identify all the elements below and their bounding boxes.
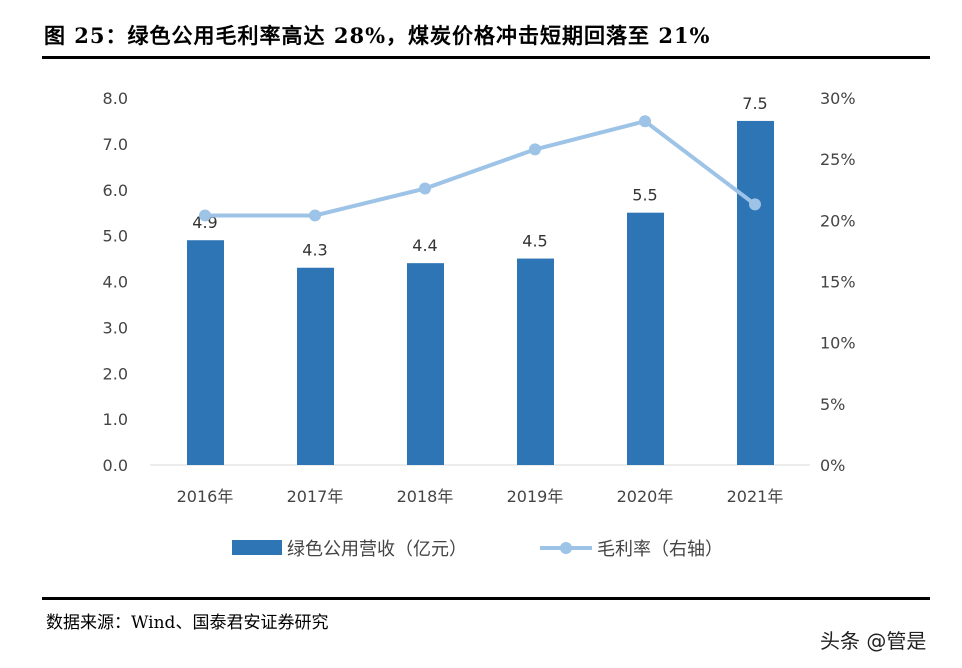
source-rule	[42, 597, 930, 600]
right-tick-label: 20%	[820, 211, 856, 230]
margin-point	[749, 198, 761, 211]
margin-point	[309, 209, 321, 222]
figure-title: 图 25：绿色公用毛利率高达 28%，煤炭价格冲击短期回落至 21%	[44, 23, 711, 48]
bar	[517, 258, 554, 465]
bar-data-label: 4.9	[192, 213, 217, 232]
right-tick-label: 10%	[820, 334, 856, 353]
margin-point	[639, 115, 651, 128]
left-tick-label: 0.0	[103, 456, 128, 475]
legend-line-label: 毛利率（右轴）	[597, 539, 723, 560]
legend-bar-swatch	[232, 540, 282, 555]
left-tick-label: 6.0	[103, 181, 128, 200]
right-tick-label: 5%	[820, 395, 845, 414]
bar-data-label: 7.5	[742, 94, 767, 113]
x-tick-label: 2017年	[287, 487, 344, 506]
chart: 0.0 1.0 2.0 3.0 4.0 5.0 6.0 7.0 8.0 0% 5% 10% 15% 20%…	[103, 89, 856, 560]
right-tick-label: 0%	[820, 456, 845, 475]
left-tick-label: 2.0	[103, 364, 128, 383]
bar-data-label: 4.5	[522, 232, 547, 251]
bar	[407, 263, 444, 465]
margin-line	[205, 119, 757, 218]
bar-data-label: 5.5	[632, 186, 657, 205]
bar-data-label: 4.3	[302, 241, 327, 260]
bar	[297, 267, 334, 465]
left-tick-label: 5.0	[103, 227, 128, 246]
left-tick-label: 4.0	[103, 273, 128, 292]
left-tick-label: 8.0	[103, 89, 128, 108]
watermark: 头条 @管是	[820, 629, 927, 653]
right-tick-label: 30%	[820, 89, 856, 108]
right-tick-label: 25%	[820, 150, 856, 169]
margin-point	[419, 182, 431, 195]
margin-point	[529, 143, 541, 156]
left-tick-label: 1.0	[103, 410, 128, 429]
x-tick-label: 2018年	[397, 487, 454, 506]
title-rule	[42, 56, 930, 59]
x-tick-label: 2021年	[727, 487, 784, 506]
left-tick-label: 3.0	[103, 318, 128, 337]
x-tick-label: 2020年	[617, 487, 674, 506]
bar	[627, 212, 664, 465]
bar	[187, 240, 224, 465]
source-note: 数据来源：Wind、国泰君安证券研究	[46, 613, 329, 633]
left-tick-label: 7.0	[103, 135, 128, 154]
margin-point	[199, 209, 211, 222]
bar-data-label: 4.4	[412, 236, 437, 255]
x-tick-label: 2019年	[507, 487, 564, 506]
legend-line-marker	[560, 542, 572, 554]
legend-bar-label: 绿色公用营收（亿元）	[287, 539, 467, 560]
x-tick-label: 2016年	[177, 487, 234, 506]
bar	[737, 120, 774, 465]
right-tick-label: 15%	[820, 273, 856, 292]
